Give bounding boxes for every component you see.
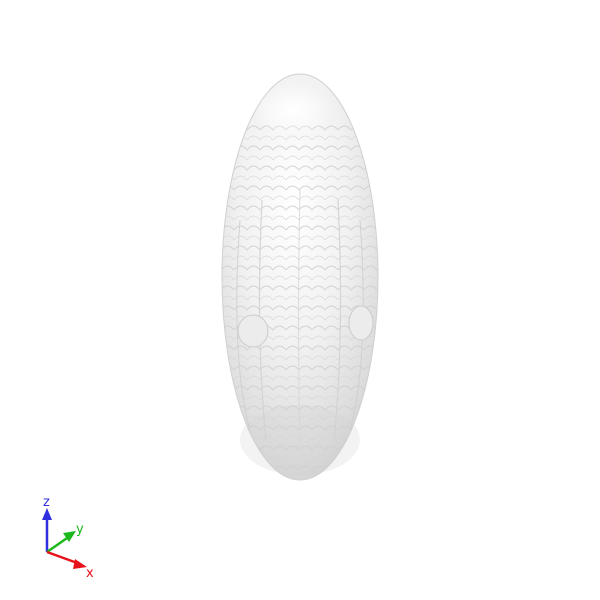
surface-texture xyxy=(222,120,378,480)
x-axis-label: x xyxy=(86,566,94,581)
y-axis-label: y xyxy=(76,522,84,537)
x-axis-arrow xyxy=(73,559,87,569)
cell-model[interactable] xyxy=(221,73,379,481)
z-axis-label: z xyxy=(43,495,50,510)
y-axis-arrow xyxy=(63,531,76,542)
right-bump xyxy=(348,305,374,341)
z-axis-arrow xyxy=(42,508,52,520)
axes-triad: z y x xyxy=(42,495,94,581)
left-bump xyxy=(237,314,269,348)
specular-highlight xyxy=(253,84,333,136)
y-axis-line xyxy=(46,534,71,554)
bottom-shadow xyxy=(240,405,360,475)
